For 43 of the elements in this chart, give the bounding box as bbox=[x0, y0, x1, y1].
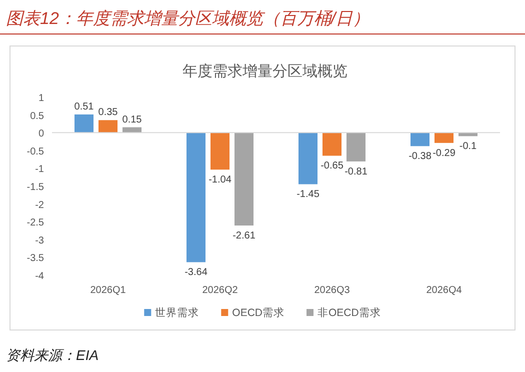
y-tick-label: -1.5 bbox=[26, 182, 44, 193]
y-tick-label: 1 bbox=[38, 93, 44, 104]
y-tick-label: -3.5 bbox=[26, 253, 44, 264]
y-tick-label: 0 bbox=[38, 128, 44, 140]
y-tick-label: -1 bbox=[35, 164, 44, 176]
data-label: -0.29 bbox=[432, 148, 456, 159]
data-label: -0.1 bbox=[459, 141, 478, 152]
legend-label: 世界需求 bbox=[155, 306, 200, 319]
bar bbox=[298, 132, 318, 184]
text: 资料来源：EIA bbox=[6, 347, 99, 363]
y-tick-label: 0.5 bbox=[30, 110, 44, 122]
x-tick-label: 2026Q1 bbox=[90, 285, 126, 296]
legend-label: 非OECD需求 bbox=[318, 306, 381, 319]
bar bbox=[234, 132, 254, 226]
bar bbox=[410, 132, 430, 146]
bar bbox=[434, 132, 454, 143]
data-label: -0.38 bbox=[408, 151, 432, 162]
chart-title: 图表12：年度需求增量分区域概览（百万桶/日） bbox=[6, 9, 370, 28]
bar bbox=[210, 132, 230, 170]
bar bbox=[74, 114, 94, 133]
bar bbox=[98, 120, 118, 133]
x-tick-label: 2026Q2 bbox=[202, 285, 238, 296]
y-tick-label: -2.5 bbox=[26, 218, 44, 229]
data-label: 0.51 bbox=[74, 101, 94, 112]
bar bbox=[322, 132, 342, 156]
y-tick-label: -4 bbox=[35, 271, 44, 282]
y-tick-label: -3 bbox=[35, 235, 44, 246]
data-label: -1.45 bbox=[296, 189, 320, 200]
x-tick-label: 2026Q3 bbox=[314, 285, 350, 296]
chart-subtitle: 年度需求增量分区域概览 bbox=[182, 63, 348, 80]
bar bbox=[346, 132, 366, 162]
legend-label: OECD需求 bbox=[232, 306, 284, 319]
data-label: -1.04 bbox=[208, 174, 232, 186]
data-label: -0.65 bbox=[320, 160, 344, 172]
data-label: -0.81 bbox=[344, 166, 368, 178]
data-label: -3.64 bbox=[184, 267, 208, 278]
y-tick-label: -0.5 bbox=[26, 146, 44, 158]
x-tick-label: 2026Q4 bbox=[426, 285, 462, 296]
y-tick-label: -2 bbox=[35, 200, 44, 211]
bar bbox=[186, 132, 206, 262]
data-label: -2.61 bbox=[232, 230, 256, 242]
data-label: 0.35 bbox=[98, 107, 118, 118]
data-label: 0.15 bbox=[122, 114, 142, 126]
